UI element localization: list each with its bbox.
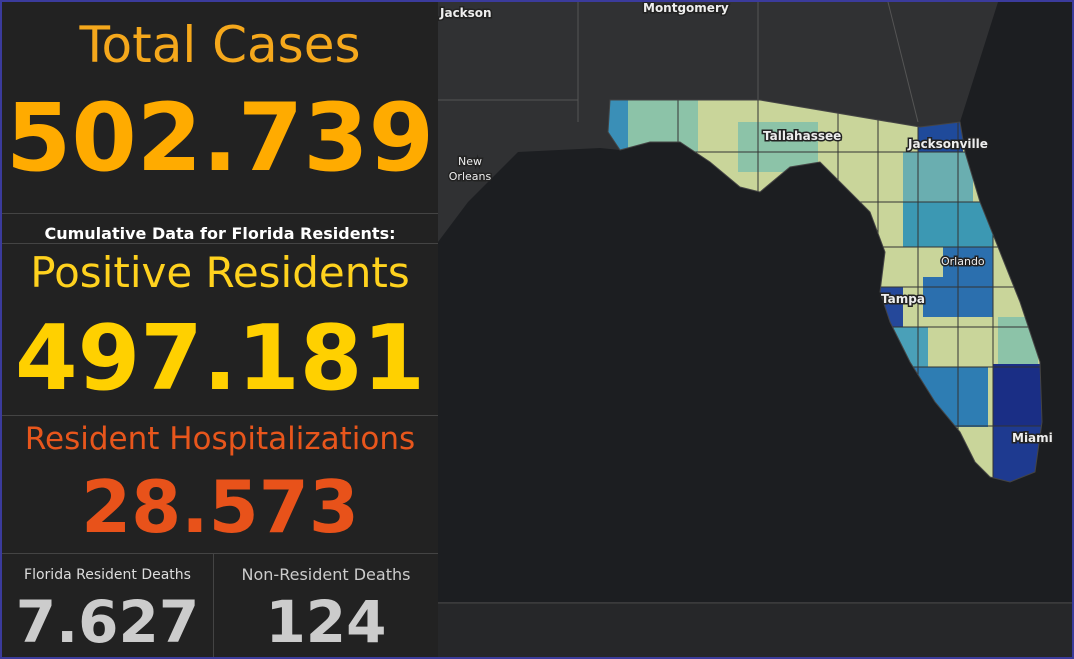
title: Resident Hospitalizations bbox=[24, 421, 416, 457]
sea bbox=[438, 2, 1072, 602]
title: Florida Resident Deaths bbox=[24, 567, 191, 583]
value: 502.739 bbox=[5, 84, 435, 193]
resident-deaths-section: Florida Resident Deaths 7.627 bbox=[2, 554, 214, 657]
non-resident-deaths-section: Non-Resident Deaths 124 bbox=[214, 554, 438, 657]
title: Positive Residents bbox=[30, 248, 410, 297]
map-label: Tampa bbox=[881, 292, 925, 306]
map-label: Jacksonville bbox=[907, 137, 988, 151]
map-label: Orlando bbox=[941, 255, 985, 268]
map: Jackson Montgomery New Orleans Tallahass… bbox=[438, 2, 1072, 657]
map-label: New bbox=[458, 155, 482, 168]
value: 124 bbox=[265, 588, 387, 656]
hospitalization-section: Resident Hospitalizations 28.573 bbox=[2, 415, 438, 554]
title: Non-Resident Deaths bbox=[241, 565, 411, 584]
map-label: Montgomery bbox=[643, 2, 729, 15]
value: 7.627 bbox=[15, 588, 200, 656]
state-borders bbox=[438, 2, 919, 123]
map-label: Tallahassee bbox=[763, 129, 841, 143]
subtitle: Cumulative Data for Florida Residents: bbox=[44, 224, 396, 243]
positive-section: Positive Residents 497.181 bbox=[2, 243, 438, 416]
map-label: Orleans bbox=[449, 170, 492, 183]
total-cases-section: Total Cases 502.739 bbox=[2, 2, 438, 214]
map-label: Miami bbox=[1012, 431, 1053, 445]
footer bbox=[438, 603, 1072, 657]
stats-panel: Total Cases 502.739 Cumulative Data for … bbox=[2, 2, 438, 657]
map-label: Jackson bbox=[439, 6, 492, 20]
title: Total Cases bbox=[79, 16, 361, 74]
value: 497.181 bbox=[15, 306, 425, 411]
value: 28.573 bbox=[81, 465, 359, 549]
